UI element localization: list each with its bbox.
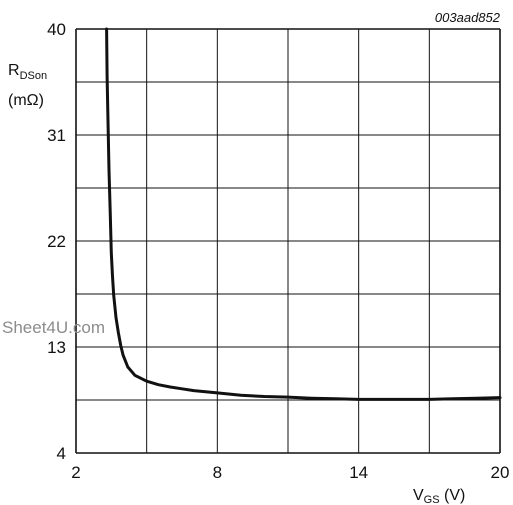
x-axis-label-main: V xyxy=(413,487,424,504)
x-tick-label: 14 xyxy=(349,463,368,482)
y-axis-label-sub: DSon xyxy=(20,70,48,82)
y-axis-label-main: R xyxy=(8,62,20,79)
x-axis-label-unit: (V) xyxy=(440,487,466,504)
x-axis-label: VGS (V) xyxy=(413,487,465,505)
watermark: Sheet4U.com xyxy=(2,318,105,337)
x-axis-label-sub: GS xyxy=(424,494,440,505)
y-tick-label: 31 xyxy=(47,126,66,145)
figure-id: 003aad852 xyxy=(435,10,501,25)
y-axis-label: RDSon xyxy=(8,62,47,82)
x-tick-label: 20 xyxy=(491,463,510,482)
y-tick-label: 22 xyxy=(47,232,66,251)
x-tick-labels: 2 8 14 20 xyxy=(71,463,509,482)
x-tick-label: 2 xyxy=(71,463,80,482)
y-tick-label: 40 xyxy=(47,20,66,39)
y-tick-labels: 4 13 22 31 40 xyxy=(47,20,66,463)
x-tick-label: 8 xyxy=(213,463,222,482)
rdson-curve xyxy=(105,27,502,401)
y-tick-label: 13 xyxy=(47,338,66,357)
grid-lines xyxy=(75,28,501,454)
y-tick-label: 4 xyxy=(57,444,66,463)
y-axis-unit: (mΩ) xyxy=(8,92,44,109)
